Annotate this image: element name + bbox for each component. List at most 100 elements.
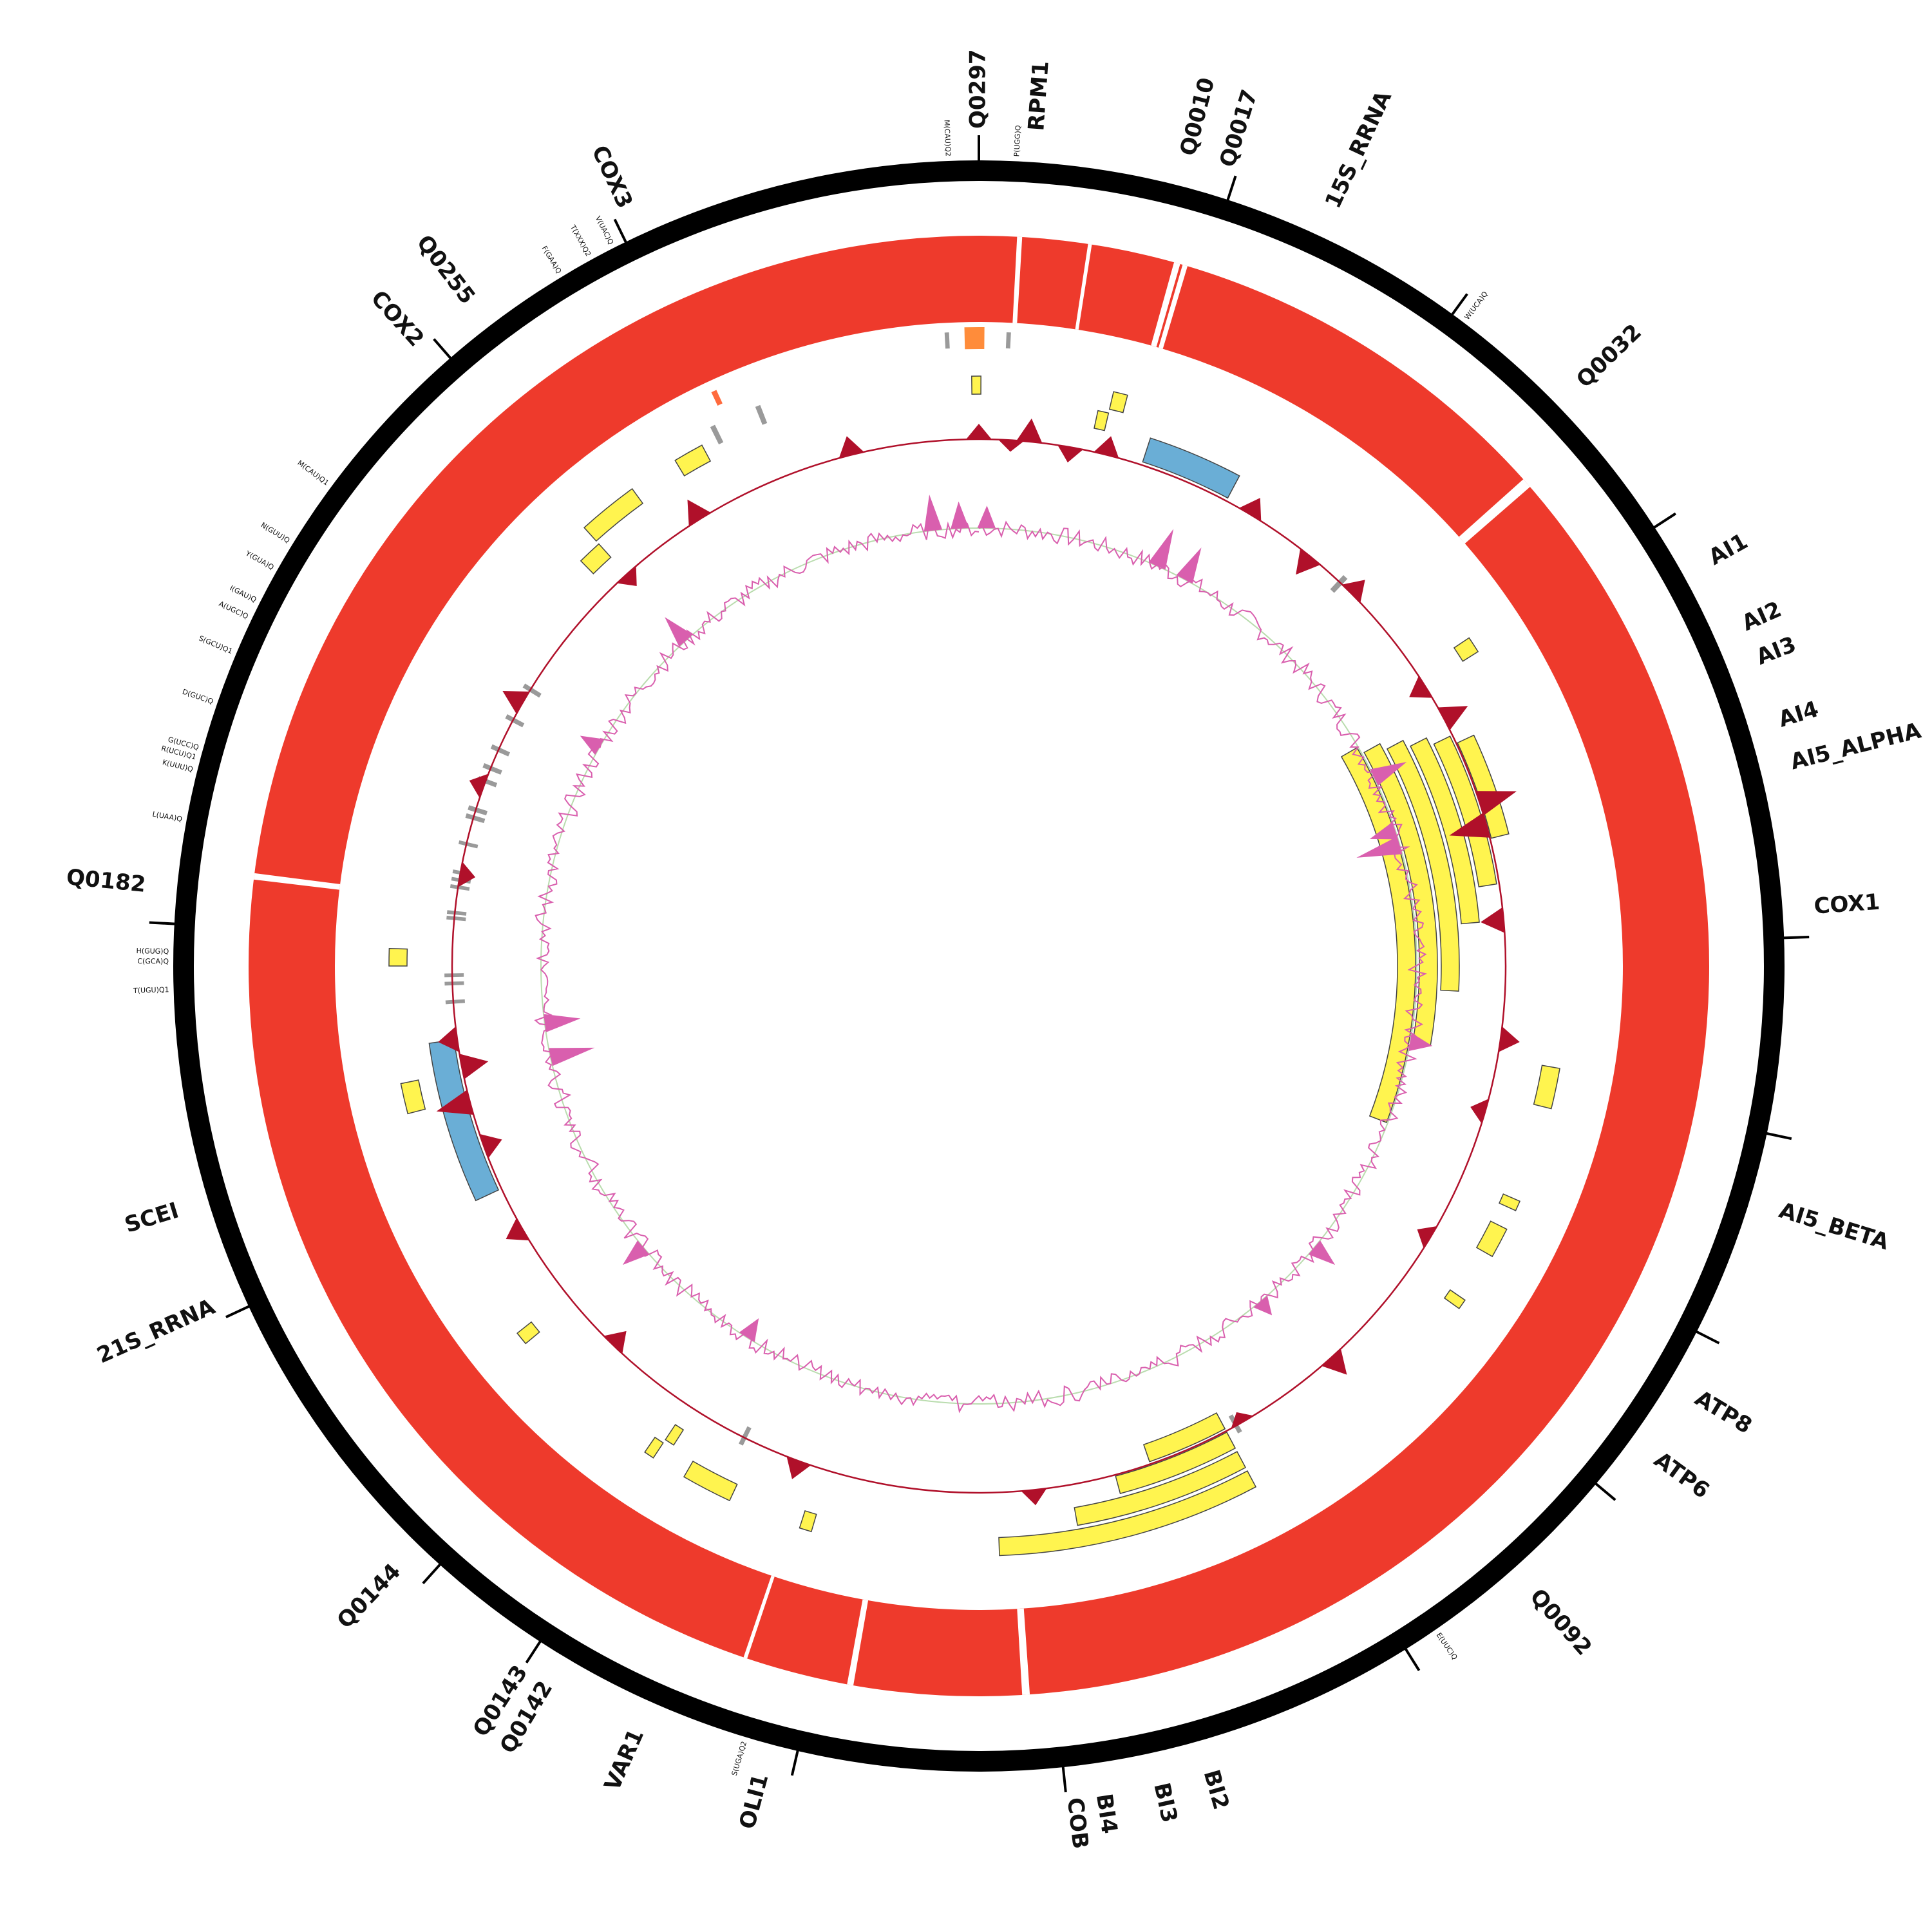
position-tick xyxy=(1404,1648,1421,1672)
gc-skew-peak xyxy=(616,565,637,586)
feature-block xyxy=(665,1424,685,1446)
gc-skew-peak xyxy=(1470,1099,1489,1124)
position-tick xyxy=(1783,935,1810,940)
trna-block xyxy=(505,714,525,728)
trna-label: H(GUG)Q xyxy=(136,947,169,956)
gc-content-peak xyxy=(580,735,605,755)
gc-skew-track xyxy=(436,418,1520,1506)
trna-label: T(XXX)Q2 xyxy=(568,223,592,258)
gene-label: Q0010 xyxy=(1175,75,1220,158)
gene-label: AI3 xyxy=(1753,632,1800,670)
trna-label: P(UGG)Q xyxy=(1012,125,1022,157)
gc-content-peak xyxy=(622,1240,650,1265)
gc-skew-peak xyxy=(502,691,529,714)
trna-block xyxy=(450,884,470,891)
trna-label: D(GUC)Q xyxy=(181,688,214,706)
coverage-dip xyxy=(1459,479,1530,544)
gc-content-peak xyxy=(1408,1033,1433,1052)
gc-skew-peak xyxy=(1016,418,1043,443)
gc-skew-peak xyxy=(436,1090,474,1115)
feature-block xyxy=(1533,1065,1560,1110)
feature-block xyxy=(1457,734,1510,839)
trna-label: M(CAU)Q1 xyxy=(296,459,330,487)
position-tick xyxy=(225,1305,250,1318)
position-tick xyxy=(433,338,452,359)
trna-label: E(UUC)Q xyxy=(1435,1631,1459,1662)
trna-block xyxy=(444,981,464,986)
gene-label: VAR1 xyxy=(600,1725,649,1795)
feature-block xyxy=(1443,1289,1466,1309)
gene-label: BI3 xyxy=(1148,1781,1182,1825)
gc-skew-peak xyxy=(469,773,489,799)
coverage-track xyxy=(198,185,1759,1747)
trna-label: N(GUU)Q xyxy=(260,521,292,545)
gc-skew-peak xyxy=(603,1331,627,1354)
gene-label: AI1 xyxy=(1705,529,1752,571)
feature-block xyxy=(998,1470,1257,1557)
gc-content-track xyxy=(534,495,1433,1414)
trna-label: A(UGC)Q xyxy=(218,600,250,621)
trna-block xyxy=(446,915,466,922)
gc-content-peak xyxy=(1176,547,1202,584)
trna-label: F(GAA)Q xyxy=(540,245,564,276)
gc-skew-peak xyxy=(1296,548,1321,575)
gc-skew-peak xyxy=(838,436,864,459)
trna-label: M(CAU)Q2 xyxy=(943,120,952,156)
gc-content-peak xyxy=(1308,1240,1336,1265)
feature-block xyxy=(1433,735,1497,887)
position-tick xyxy=(790,1750,799,1776)
coverage-dip xyxy=(1017,1608,1030,1696)
feature-tracks xyxy=(388,327,1560,1557)
gene-label: Q0092 xyxy=(1525,1584,1597,1660)
trna-block xyxy=(445,999,466,1005)
gene-label: Q0255 xyxy=(412,231,480,309)
orf-block xyxy=(964,327,985,350)
trna-block xyxy=(755,404,768,425)
coverage-dip xyxy=(1151,262,1180,347)
gc-content-peak xyxy=(923,495,943,532)
trna-label: I(GAU)Q xyxy=(229,583,258,604)
feature-block xyxy=(1410,737,1480,925)
position-tick xyxy=(1451,293,1468,316)
gc-skew-peak xyxy=(458,862,476,887)
trna-block xyxy=(458,840,478,849)
gene-label: Q0017 xyxy=(1215,86,1263,170)
trna-block xyxy=(739,1426,752,1446)
feature-block xyxy=(388,948,408,967)
gene-label: ATP8 xyxy=(1690,1385,1756,1439)
gene-label: Q0144 xyxy=(332,1558,406,1634)
feature-block xyxy=(1074,1451,1247,1526)
gc-content-peak xyxy=(665,617,693,647)
gc-skew-peak xyxy=(966,424,992,440)
trna-block xyxy=(446,910,467,916)
gene-label: OLI1 xyxy=(734,1771,773,1832)
gc-skew-peak xyxy=(1499,1027,1520,1052)
trna-label: S(GCU)Q1 xyxy=(198,634,234,656)
gc-content-peak xyxy=(1370,762,1407,786)
gc-skew-peak xyxy=(1321,1349,1347,1375)
position-tick xyxy=(1695,1330,1720,1345)
gene-label: RPM1 xyxy=(1023,60,1054,131)
feature-block xyxy=(644,1436,664,1459)
gene-label: 15S_RRNA xyxy=(1320,87,1397,213)
coverage-dip xyxy=(743,1575,775,1659)
coverage-dip xyxy=(847,1599,869,1686)
gc-skew-peak xyxy=(1449,813,1490,838)
feature-block xyxy=(580,543,612,574)
gene-label: COX3 xyxy=(587,142,638,213)
gene-label: 21S_RRNA xyxy=(93,1294,220,1369)
position-tick xyxy=(613,218,627,243)
trna-label: C(GCA)Q xyxy=(137,957,169,965)
feature-block xyxy=(1115,1432,1236,1495)
trna-block xyxy=(490,744,511,757)
gc-content-peak xyxy=(951,501,969,529)
trna-block xyxy=(944,332,950,349)
gc-skew-peak xyxy=(1475,791,1517,816)
position-tick xyxy=(1653,512,1676,529)
position-tick xyxy=(525,1640,542,1663)
position-tick xyxy=(422,1563,442,1584)
trna-label: T(UGU)Q1 xyxy=(133,985,169,995)
gc-skew-peak xyxy=(479,1133,502,1159)
feature-block xyxy=(971,375,981,395)
